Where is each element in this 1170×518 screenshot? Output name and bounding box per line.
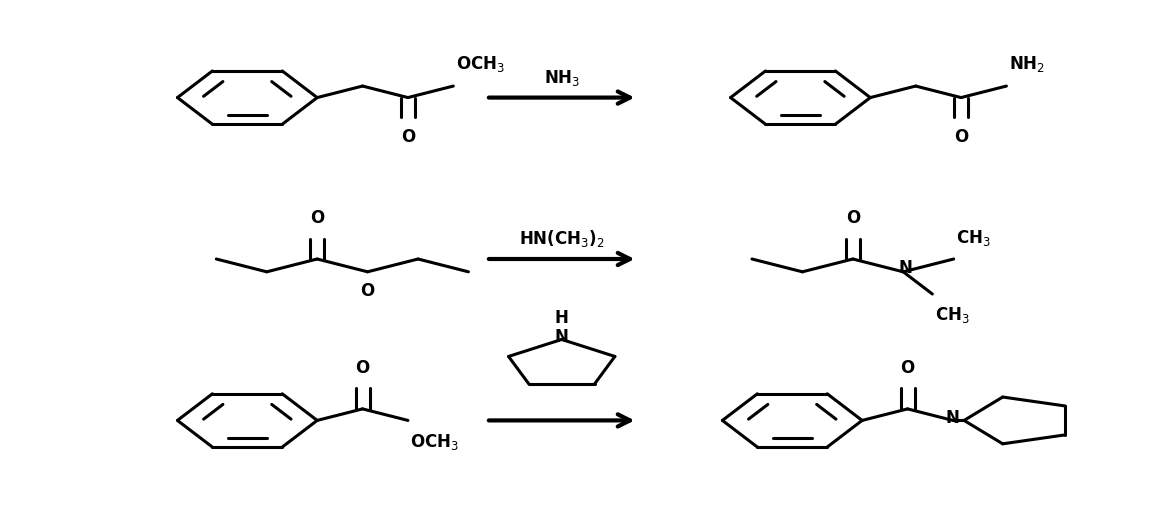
Text: O: O — [846, 209, 860, 227]
Text: H: H — [555, 309, 569, 327]
Text: O: O — [401, 128, 415, 146]
Text: CH$_3$: CH$_3$ — [935, 305, 970, 325]
Text: O: O — [954, 128, 968, 146]
Text: NH$_3$: NH$_3$ — [544, 68, 579, 88]
Text: N: N — [947, 409, 959, 427]
Text: OCH$_3$: OCH$_3$ — [411, 431, 459, 452]
Text: O: O — [901, 359, 915, 377]
Text: NH$_2$: NH$_2$ — [1009, 54, 1045, 74]
Text: O: O — [360, 282, 374, 300]
Text: O: O — [356, 359, 370, 377]
Text: CH$_3$: CH$_3$ — [956, 228, 991, 248]
Text: OCH$_3$: OCH$_3$ — [455, 54, 504, 74]
Text: N: N — [555, 328, 569, 346]
Text: N: N — [899, 258, 913, 277]
Text: HN(CH$_3$)$_2$: HN(CH$_3$)$_2$ — [518, 228, 605, 249]
Text: O: O — [310, 209, 324, 227]
